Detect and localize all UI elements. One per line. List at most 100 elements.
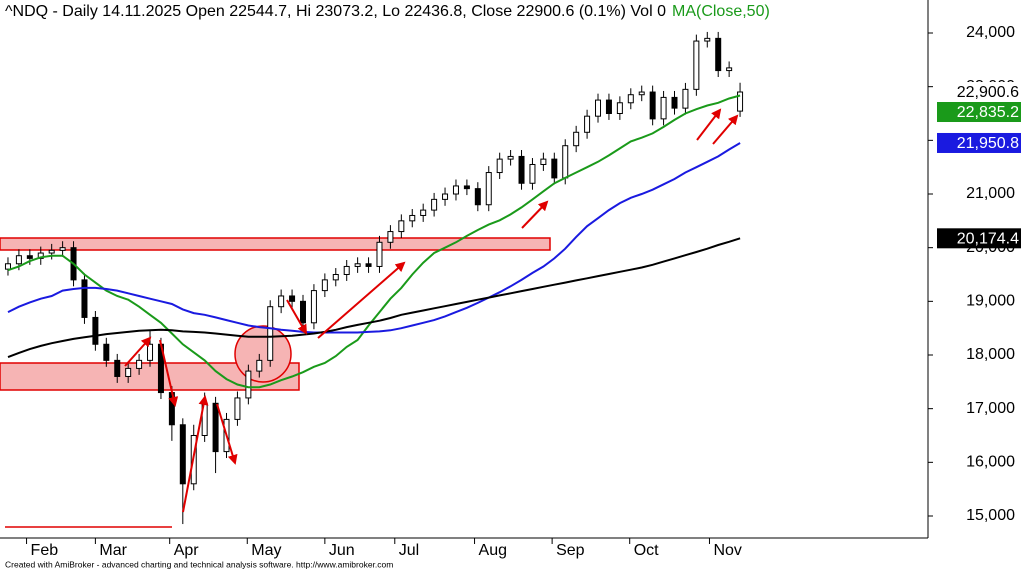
moving-average <box>7 237 741 359</box>
candle-body <box>343 265 350 276</box>
candle-body <box>474 188 481 206</box>
legend-entry: MA(Close,50) <box>672 3 770 20</box>
y-tick-label: 15,000 <box>966 507 1015 524</box>
value-label: 21,950.8 <box>957 135 1019 152</box>
x-tick-label: Apr <box>174 542 200 559</box>
arrow <box>286 299 307 335</box>
candle-body <box>507 155 514 160</box>
candle-body <box>682 88 689 109</box>
candle-body <box>245 370 252 399</box>
candle-body <box>354 263 361 267</box>
candle-body <box>638 91 645 96</box>
value-box <box>937 228 1021 249</box>
candle-body <box>376 241 383 267</box>
candle-body <box>616 102 623 115</box>
candle-body <box>59 247 66 251</box>
candle-body <box>431 198 438 211</box>
candle-body <box>114 359 121 377</box>
arrow <box>159 339 179 407</box>
arrow <box>182 395 209 513</box>
y-tick-label: 16,000 <box>966 454 1015 471</box>
candle-body <box>332 274 339 281</box>
value-label: 22,900.6 <box>957 84 1019 101</box>
candle-body <box>693 40 700 90</box>
candle-body <box>605 99 612 115</box>
value-box <box>937 132 1021 153</box>
x-tick-label: Sep <box>556 542 585 559</box>
candle-body <box>573 131 580 147</box>
chart-title: ^NDQ - Daily 14.11.2025 Open 22544.7, Hi… <box>5 3 666 20</box>
candle-body <box>26 255 33 259</box>
value-label: 22,835.2 <box>957 104 1019 121</box>
y-tick-label: 18,000 <box>966 346 1015 363</box>
candle-body <box>562 145 569 179</box>
candle-body <box>136 359 143 369</box>
x-tick-label: Mar <box>99 542 127 559</box>
axes: Feb Mar Apr May Jun Jul Aug Sep Oct Nov 15,000 16,0… <box>26 24 1021 559</box>
arrow <box>521 200 549 229</box>
candle-body <box>398 220 405 233</box>
x-tick-label: Nov <box>713 542 741 559</box>
moving-average <box>7 94 741 389</box>
x-tick-label: Jul <box>399 542 419 559</box>
y-tick-label: 17,000 <box>966 400 1015 417</box>
candle-body <box>704 37 711 42</box>
candle-body <box>595 99 602 117</box>
x-tick-label: Jun <box>329 542 355 559</box>
candle-body <box>81 279 88 318</box>
x-tick-label: Feb <box>31 542 59 559</box>
candle-body <box>737 91 744 112</box>
value-box <box>937 82 1021 103</box>
candle-body <box>147 343 154 361</box>
candle-body <box>660 96 667 120</box>
candle-body <box>420 209 427 216</box>
candle-body <box>37 252 44 259</box>
plot <box>4 31 744 525</box>
x-tick-label: May <box>251 542 281 559</box>
candle-body <box>289 295 296 302</box>
candle-body <box>671 96 678 109</box>
candle-body <box>485 172 492 206</box>
candle-body <box>409 214 416 222</box>
x-tick-label: Aug <box>479 542 507 559</box>
resistance-zone <box>0 237 551 251</box>
candle-body <box>125 367 132 377</box>
arrow <box>124 336 152 367</box>
candle-body <box>463 185 470 190</box>
candle-body <box>365 263 372 267</box>
arrows <box>124 108 739 513</box>
candle-body <box>540 158 547 165</box>
candle-body <box>496 158 503 174</box>
value-box <box>937 102 1021 123</box>
candle-body <box>518 155 525 184</box>
candle-body <box>726 67 733 72</box>
candle-body <box>234 397 241 420</box>
candle-body <box>551 158 558 179</box>
y-tick-label: 21,000 <box>966 185 1015 202</box>
value-label: 20,174.4 <box>957 231 1019 248</box>
candle-body <box>256 359 263 372</box>
y-tick-label: 24,000 <box>966 24 1015 41</box>
moving-average <box>7 142 741 334</box>
y-tick-label: 19,000 <box>966 293 1015 310</box>
arrow <box>317 261 406 339</box>
candle-body <box>278 295 285 308</box>
candle-body <box>627 94 634 104</box>
candle-body <box>321 279 328 292</box>
candle-body <box>715 37 722 72</box>
candle-body <box>4 263 11 270</box>
candle-body <box>452 185 459 195</box>
highlight-circle <box>234 325 292 383</box>
candle-body <box>15 255 22 265</box>
candle-body <box>299 300 306 324</box>
candle-body <box>48 249 55 254</box>
candle-body <box>212 402 219 453</box>
candle-body <box>310 290 317 324</box>
candle-body <box>387 231 394 243</box>
x-tick-label: Oct <box>634 542 659 559</box>
candle-body <box>529 163 536 184</box>
arrow <box>216 403 238 465</box>
candle-body <box>92 316 99 345</box>
candle-body <box>584 115 591 133</box>
arrow <box>696 108 722 141</box>
